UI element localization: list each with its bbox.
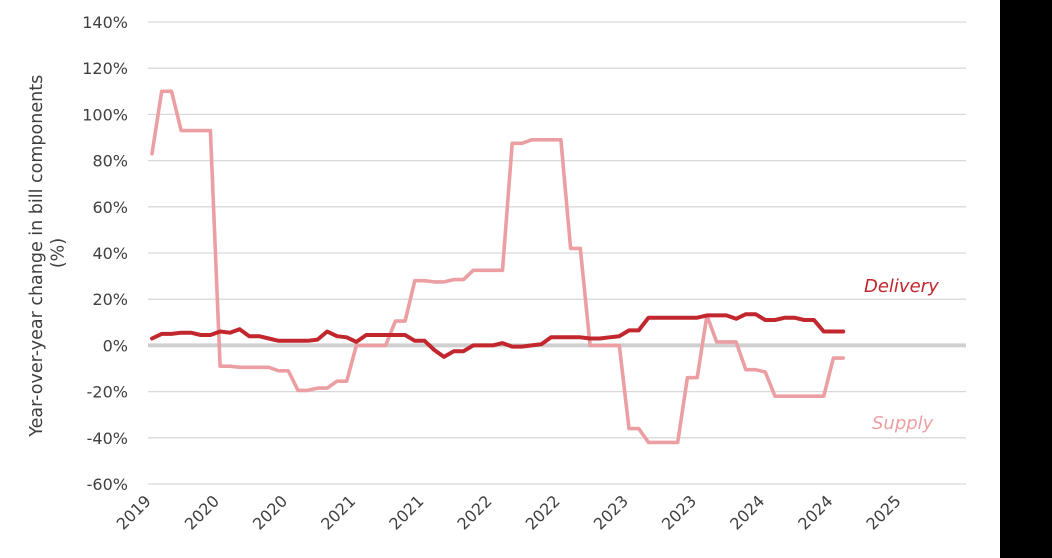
delivery-line	[150, 312, 846, 359]
x-tick-label: 2022	[522, 491, 564, 533]
y-tick-label: 120%	[82, 59, 128, 78]
y-tick-label: 0%	[103, 336, 128, 355]
x-tick-label: 2020	[249, 491, 291, 533]
x-tick-label: 2021	[317, 491, 359, 533]
x-tick-label: 2021	[385, 491, 427, 533]
y-tick-label: -40%	[87, 429, 128, 448]
x-axis-ticks: 2019 2020 2020 2021 2021 2022 2022 2023 2023 2024…	[113, 491, 905, 533]
x-tick-label: 2025	[862, 491, 904, 533]
supply-series-label: Supply	[872, 413, 934, 434]
y-tick-label: 140%	[82, 13, 128, 32]
delivery-series-label: Delivery	[864, 276, 939, 297]
y-axis-label-line-2: (%)	[49, 238, 69, 268]
x-tick-label: 2020	[181, 491, 223, 533]
x-tick-label: 2023	[590, 491, 632, 533]
x-tick-label: 2024	[726, 491, 768, 533]
x-tick-label: 2022	[453, 491, 495, 533]
x-tick-label: 2023	[658, 491, 700, 533]
y-tick-label: 60%	[92, 198, 128, 217]
right-edge-bar	[1000, 0, 1052, 558]
y-axis-label-line-1: Year-over-year change in bill components	[27, 75, 47, 438]
y-axis-label: Year-over-year change in bill components…	[27, 69, 69, 438]
gridlines	[148, 21, 966, 485]
x-tick-label: 2024	[794, 491, 836, 533]
y-tick-label: 20%	[92, 290, 128, 309]
series-lines	[150, 89, 846, 445]
y-tick-label: 80%	[92, 152, 128, 171]
line-chart: -60% -40% -20% 0% 20% 40% 60% 80% 100% 120% 140% 2…	[27, 13, 966, 534]
y-axis-ticks: -60% -40% -20% 0% 20% 40% 60% 80% 100% 120% 140%	[82, 13, 128, 494]
y-tick-label: -60%	[87, 475, 128, 494]
x-tick-label: 2019	[113, 491, 155, 533]
y-tick-label: -20%	[87, 383, 128, 402]
y-tick-label: 100%	[82, 105, 128, 124]
y-tick-label: 40%	[92, 244, 128, 263]
supply-line	[150, 89, 846, 445]
